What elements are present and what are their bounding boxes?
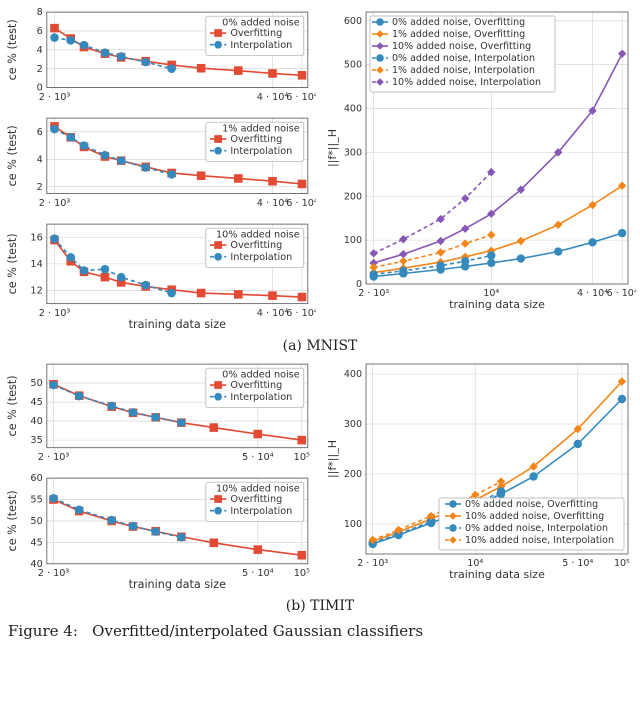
svg-text:4 · 10⁴: 4 · 10⁴	[577, 288, 608, 299]
svg-text:2 · 10³: 2 · 10³	[39, 198, 71, 209]
mnist-left-2: 12 14 16 2 · 10³ 4 · 10⁴6 · 10⁴ ce % (test) tr…	[4, 218, 316, 336]
svg-text:Interpolation: Interpolation	[230, 146, 292, 157]
svg-text:10% added noise: 10% added noise	[216, 229, 300, 240]
svg-text:45: 45	[30, 537, 42, 548]
svg-text:100: 100	[344, 519, 362, 530]
svg-text:ce % (test): ce % (test)	[6, 490, 19, 551]
mnist-caption: (a) MNIST	[4, 336, 636, 358]
svg-text:ce % (test): ce % (test)	[6, 19, 19, 80]
svg-text:ce % (test): ce % (test)	[6, 125, 19, 186]
svg-text:6 · 10⁴: 6 · 10⁴	[286, 92, 316, 103]
svg-text:2 · 10³: 2 · 10³	[358, 288, 389, 299]
svg-text:2 · 10³: 2 · 10³	[38, 452, 70, 463]
svg-text:Interpolation: Interpolation	[230, 392, 292, 403]
svg-text:ce % (test): ce % (test)	[6, 233, 19, 294]
svg-text:400: 400	[344, 369, 362, 380]
svg-text:Overfitting: Overfitting	[230, 380, 282, 391]
svg-text:0% added noise, Overfitting: 0% added noise, Overfitting	[465, 499, 598, 510]
svg-text:16: 16	[30, 232, 42, 243]
svg-text:ce % (test): ce % (test)	[6, 375, 19, 436]
svg-text:50: 50	[30, 378, 42, 389]
svg-text:1% added noise: 1% added noise	[222, 123, 300, 134]
svg-text:50: 50	[30, 516, 42, 527]
svg-text:1% added noise, Overfitting: 1% added noise, Overfitting	[392, 29, 525, 40]
svg-text:10% added noise, Overfitting: 10% added noise, Overfitting	[392, 41, 531, 52]
svg-text:0% added noise: 0% added noise	[222, 17, 300, 28]
svg-text:10% added noise, Interpolation: 10% added noise, Interpolation	[465, 535, 614, 546]
svg-text:0% added noise: 0% added noise	[222, 369, 300, 380]
svg-text:5 · 10⁴: 5 · 10⁴	[242, 568, 274, 579]
mnist-left-0: 024682 · 10³4 · 10⁴6 · 10⁴ce % (test)0% …	[4, 6, 316, 108]
svg-text:training data size: training data size	[129, 578, 227, 591]
svg-text:200: 200	[344, 469, 362, 480]
svg-text:100: 100	[344, 235, 362, 246]
timit-left-0: 35 40 45 50 2 · 10³ 5 · 10⁴ 10⁵ ce % (test) 0% a…	[4, 358, 316, 468]
svg-text:10% added noise, Overfitting: 10% added noise, Overfitting	[465, 511, 604, 522]
svg-text:2 · 10³: 2 · 10³	[39, 92, 71, 103]
svg-text:2: 2	[37, 182, 43, 193]
svg-text:10% added noise: 10% added noise	[216, 483, 300, 494]
svg-text:10% added noise, Interpolation: 10% added noise, Interpolation	[392, 77, 541, 88]
svg-text:200: 200	[344, 191, 362, 202]
mnist-row: 024682 · 10³4 · 10⁴6 · 10⁴ce % (test)0% …	[4, 6, 636, 336]
svg-text:2 · 10³: 2 · 10³	[38, 568, 70, 579]
svg-text:training data size: training data size	[129, 318, 227, 331]
svg-text:2 · 10³: 2 · 10³	[357, 558, 388, 569]
svg-text:0% added noise, Interpolation: 0% added noise, Interpolation	[465, 523, 608, 534]
svg-text:14: 14	[30, 259, 42, 270]
svg-text:500: 500	[344, 60, 362, 71]
svg-text:6: 6	[37, 127, 43, 138]
svg-text:4 · 10⁴: 4 · 10⁴	[257, 92, 289, 103]
svg-text:5 · 10⁴: 5 · 10⁴	[562, 558, 593, 569]
svg-text:Overfitting: Overfitting	[230, 134, 282, 145]
svg-text:55: 55	[30, 495, 42, 506]
mnist-left-1: 2 4 6 2 · 10³ 4 · 10⁴6 · 10⁴ ce % (test) 1% ad…	[4, 112, 316, 214]
svg-text:4 · 10⁴: 4 · 10⁴	[257, 308, 289, 319]
svg-text:Interpolation: Interpolation	[230, 40, 292, 51]
svg-text:10⁵: 10⁵	[614, 558, 630, 569]
svg-text:35: 35	[30, 435, 42, 446]
figure-caption: Figure 4: Overfitted/interpolated Gaussi…	[4, 618, 636, 640]
svg-text:600: 600	[344, 16, 362, 27]
svg-text:2 · 10³: 2 · 10³	[39, 308, 71, 319]
timit-caption: (b) TIMIT	[4, 596, 636, 618]
timit-left-1: 40455055602 · 10³5 · 10⁴10⁵ce % (test)tr…	[4, 472, 316, 596]
svg-text:300: 300	[344, 147, 362, 158]
svg-text:5 · 10⁴: 5 · 10⁴	[242, 452, 274, 463]
svg-text:Overfitting: Overfitting	[230, 28, 282, 39]
svg-text:2: 2	[37, 64, 43, 75]
svg-text:10⁵: 10⁵	[294, 452, 310, 463]
svg-text:training data size: training data size	[449, 568, 545, 581]
svg-text:training data size: training data size	[449, 298, 545, 311]
svg-text:400: 400	[344, 104, 362, 115]
svg-text:Interpolation: Interpolation	[230, 506, 292, 517]
svg-text:60: 60	[30, 473, 42, 484]
svg-text:12: 12	[30, 285, 42, 296]
svg-text:45: 45	[30, 397, 42, 408]
timit-row: 35 40 45 50 2 · 10³ 5 · 10⁴ 10⁵ ce % (test) 0% a…	[4, 358, 636, 596]
svg-text:Overfitting: Overfitting	[230, 494, 282, 505]
svg-text:6 · 10⁴: 6 · 10⁴	[286, 308, 316, 319]
svg-text:8: 8	[37, 7, 43, 18]
timit-right: 1002003004002 · 10³10⁴5 · 10⁴10⁵||f*||_H…	[324, 358, 636, 596]
svg-text:4 · 10⁴: 4 · 10⁴	[257, 198, 289, 209]
svg-text:Overfitting: Overfitting	[230, 240, 282, 251]
svg-text:6: 6	[37, 26, 43, 37]
svg-text:6 · 10⁴: 6 · 10⁴	[607, 288, 636, 299]
svg-text:10⁵: 10⁵	[294, 568, 310, 579]
svg-text:0% added noise, Overfitting: 0% added noise, Overfitting	[392, 17, 525, 28]
svg-text:4: 4	[37, 154, 43, 165]
svg-text:1% added noise, Interpolation: 1% added noise, Interpolation	[392, 65, 535, 76]
svg-text:300: 300	[344, 419, 362, 430]
svg-text:Interpolation: Interpolation	[230, 252, 292, 263]
svg-text:||f*||_H: ||f*||_H	[326, 440, 339, 478]
svg-text:40: 40	[30, 416, 42, 427]
svg-text:4: 4	[37, 45, 43, 56]
svg-text:6 · 10⁴: 6 · 10⁴	[286, 198, 316, 209]
mnist-right: 01002003004005006002 · 10³10⁴4 · 10⁴6 · …	[324, 6, 636, 336]
svg-text:0% added noise, Interpolation: 0% added noise, Interpolation	[392, 53, 535, 64]
svg-text:||f*||_H: ||f*||_H	[326, 129, 339, 167]
